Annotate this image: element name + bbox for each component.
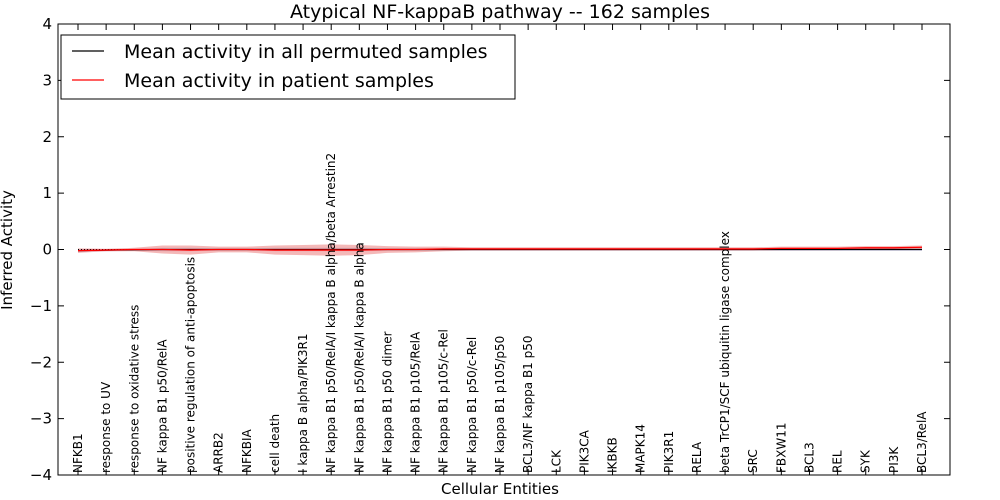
category-label: NF kappa B1 p50 dimer xyxy=(380,331,394,473)
category-label: NFKBIA xyxy=(240,428,254,473)
legend-label-patient: Mean activity in patient samples xyxy=(124,70,434,92)
category-label: NF kappa B1 p50/RelA xyxy=(155,339,169,473)
category-label: BCL3/RelA xyxy=(915,411,929,473)
legend-box xyxy=(60,34,516,100)
category-label: NF kappa B1 p105/p50 xyxy=(493,336,507,473)
category-label: PIK3CA xyxy=(577,429,591,473)
category-label: response to oxidative stress xyxy=(127,305,141,473)
y-tick-label: 4 xyxy=(42,15,52,33)
category-label: SRC xyxy=(746,449,760,473)
y-tick-label: −3 xyxy=(30,410,52,428)
category-label: RELA xyxy=(690,441,704,473)
category-label: NF kappa B1 p105/RelA xyxy=(409,331,423,473)
category-label: REL xyxy=(831,450,845,473)
y-tick-label: 0 xyxy=(42,241,52,259)
category-label: NF kappa B1 p50/RelA/I kappa B alpha xyxy=(352,242,366,473)
y-tick-label: 2 xyxy=(42,128,52,146)
legend: Mean activity in all permuted samples Me… xyxy=(60,34,516,100)
category-labels: NFKB1 response to UV response to oxidative… xyxy=(71,153,929,473)
y-tick-label: 1 xyxy=(42,184,52,202)
category-label: BCL3/NF kappa B1 p50 xyxy=(521,335,535,473)
category-label: LCK xyxy=(549,449,563,473)
category-label: ARRB2 xyxy=(212,432,226,473)
category-label: NFKB1 xyxy=(71,433,85,473)
category-label: NF kappa B1 p50/c-Rel xyxy=(465,337,479,473)
category-label: FBXW11 xyxy=(774,423,788,474)
y-axis-label: Inferred Activity xyxy=(0,190,16,310)
y-axis: −4 −3 −2 −1 0 1 2 3 4 xyxy=(30,15,950,484)
category-label: NF kappa B1 p50/RelA/I kappa B alpha/bet… xyxy=(324,153,338,473)
legend-label-permuted: Mean activity in all permuted samples xyxy=(124,41,487,63)
plot-lines xyxy=(77,246,923,252)
series-line-patient xyxy=(77,246,923,252)
category-label: beta TrCP1/SCF ubiquitin ligase complex xyxy=(718,231,732,473)
y-tick-label: 3 xyxy=(42,71,52,89)
chart-title: Atypical NF-kappaB pathway -- 162 sample… xyxy=(290,1,710,23)
category-label: positive regulation of anti-apoptosis xyxy=(184,257,198,473)
y-tick-label: −2 xyxy=(30,353,52,371)
y-tick-label: −4 xyxy=(30,466,52,484)
category-label: PI3K xyxy=(887,446,901,473)
category-label: cell death xyxy=(268,414,282,473)
category-label: SYK xyxy=(859,449,873,473)
x-axis-label: Cellular Entities xyxy=(441,480,559,498)
category-label: NF kappa B1 p105/c-Rel xyxy=(437,329,451,473)
category-label: PIK3R1 xyxy=(662,431,676,473)
x-axis xyxy=(77,24,923,475)
category-label: IKBKB xyxy=(606,437,620,473)
category-label: response to UV xyxy=(99,381,113,473)
category-label: BCL3 xyxy=(802,442,816,473)
category-label: MAPK14 xyxy=(634,424,648,473)
y-tick-label: −1 xyxy=(30,297,52,315)
category-label: I kappa B alpha/PIK3R1 xyxy=(296,334,310,473)
